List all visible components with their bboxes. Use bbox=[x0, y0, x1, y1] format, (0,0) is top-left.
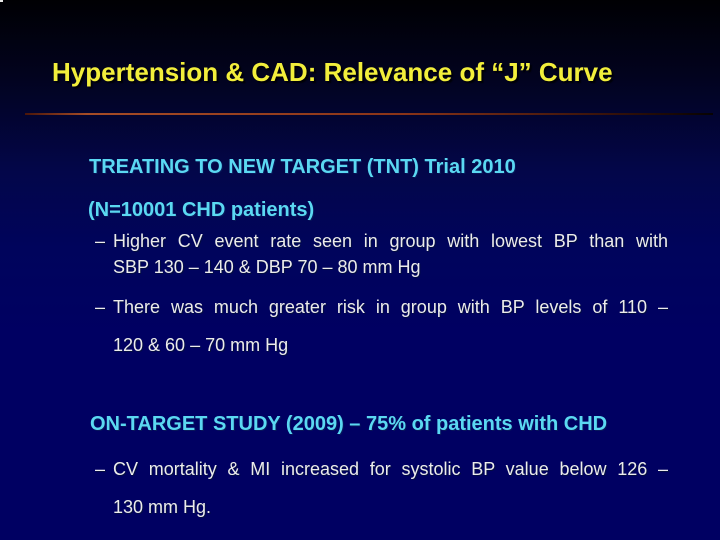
bullet-item-3: – CV mortality & MI increased for systol… bbox=[95, 459, 668, 535]
bullet-line: SBP 130 – 140 & DBP 70 – 80 mm Hg bbox=[95, 257, 668, 277]
title-divider bbox=[25, 113, 713, 115]
bullet-text: SBP 130 – 140 & DBP 70 – 80 mm Hg bbox=[113, 257, 421, 277]
section-1-subheading: (N=10001 CHD patients) bbox=[88, 199, 315, 221]
bullet-dash: – bbox=[95, 231, 106, 251]
section-1-heading: TREATING TO NEW TARGET (TNT) Trial 2010 bbox=[89, 156, 516, 178]
bullet-line: 130 mm Hg. bbox=[95, 497, 668, 517]
bullet-text: 130 mm Hg. bbox=[113, 497, 212, 517]
bullet-text: 120 & 60 – 70 mm Hg bbox=[113, 335, 289, 355]
bullet-dash: – bbox=[95, 459, 106, 479]
bullet-line: 120 & 60 – 70 mm Hg bbox=[95, 335, 668, 355]
bullet-text: CV mortality & MI increased for systolic… bbox=[113, 459, 668, 479]
bullet-line: – Higher CV event rate seen in group wit… bbox=[95, 231, 668, 251]
bullet-line: – There was much greater risk in group w… bbox=[95, 297, 668, 317]
bullet-text: There was much greater risk in group wit… bbox=[113, 297, 668, 317]
bullet-item-2: – There was much greater risk in group w… bbox=[95, 297, 668, 373]
section-2-heading: ON-TARGET STUDY (2009) – 75% of patients… bbox=[90, 413, 608, 435]
bullet-dash: – bbox=[95, 297, 106, 317]
bullet-text: Higher CV event rate seen in group with … bbox=[113, 231, 668, 251]
bullet-line: – CV mortality & MI increased for systol… bbox=[95, 459, 668, 479]
corner-artifact bbox=[0, 0, 3, 2]
slide-title: Hypertension & CAD: Relevance of “J” Cur… bbox=[52, 57, 613, 87]
bullet-item-1: – Higher CV event rate seen in group wit… bbox=[95, 231, 668, 283]
